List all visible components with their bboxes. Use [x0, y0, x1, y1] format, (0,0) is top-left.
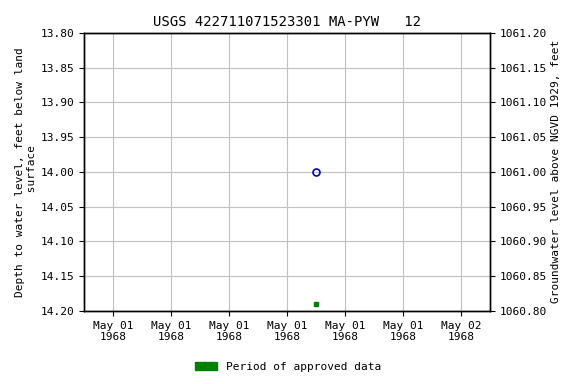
- Title: USGS 422711071523301 MA-PYW   12: USGS 422711071523301 MA-PYW 12: [153, 15, 421, 29]
- Legend: Period of approved data: Period of approved data: [191, 358, 385, 377]
- Y-axis label: Depth to water level, feet below land
 surface: Depth to water level, feet below land su…: [15, 47, 37, 297]
- Y-axis label: Groundwater level above NGVD 1929, feet: Groundwater level above NGVD 1929, feet: [551, 40, 561, 303]
